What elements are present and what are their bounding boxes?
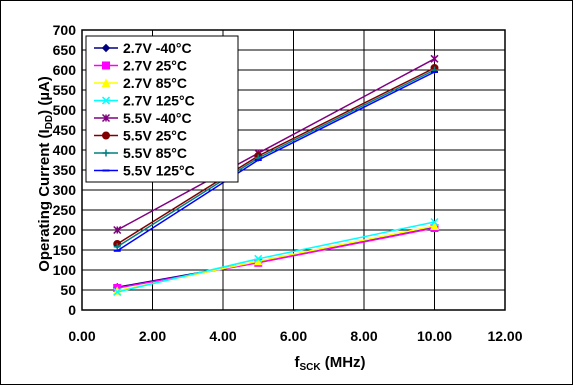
y-axis-title: Operating Current (IDD) (µA) [36,76,55,272]
y-axis-title-suffix: ) (µA) [36,76,53,115]
data-point [254,254,263,263]
y-tick-label: 300 [53,182,77,198]
legend-item: 5.5V -40°C [94,110,192,126]
x-axis-title-sub: SCK [299,362,321,373]
x-tick-label: 2.00 [139,328,166,344]
series-7 [113,71,438,252]
legend-label: 2.7V 125°C [123,93,195,109]
y-tick-label: 650 [53,42,77,58]
legend-label: 5.5V 125°C [123,163,195,179]
x-tick-label: 0.00 [68,328,95,344]
legend-swatch-marker [101,78,111,87]
legend-swatch-marker [102,61,110,70]
y-axis-title-prefix: Operating Current (I [36,129,53,272]
y-tick-label: 700 [53,22,77,38]
series-layer [112,54,439,297]
data-point [113,225,122,235]
legend-swatch-marker [101,43,111,53]
data-point [430,217,439,227]
y-tick-label: 400 [53,142,77,158]
series-3 [113,217,439,297]
x-tick-label: 6.00 [280,328,307,344]
legend-item: 2.7V 25°C [94,58,187,74]
x-tick-label: 8.00 [350,328,377,344]
legend-item: 5.5V 25°C [94,128,187,144]
x-tick-label: 10.00 [417,328,452,344]
legend-item: 5.5V 85°C [94,145,187,161]
y-tick-label: 50 [60,282,76,298]
legend-label: 5.5V -40°C [123,110,192,126]
legend: 2.7V -40°C2.7V 25°C2.7V 85°C2.7V 125°C5.… [85,35,239,183]
legend-swatch-marker [101,113,111,123]
legend-item: 2.7V 85°C [94,75,187,91]
legend-label: 5.5V 85°C [123,145,187,161]
legend-label: 2.7V 25°C [123,58,187,74]
plot-area [81,29,506,311]
y-tick-label: 550 [53,82,77,98]
legend-swatch-marker [101,96,111,105]
legend-swatch-marker [102,131,110,140]
y-axis-title-sub: DD [44,115,55,129]
data-point [113,287,122,297]
legend-swatch-marker [102,149,110,157]
legend-item: 5.5V 125°C [94,163,195,179]
data-point [113,243,121,251]
y-tick-label: 100 [53,262,77,278]
data-point [430,221,439,230]
y-tick-label: 200 [53,222,77,238]
y-tick-label: 350 [53,162,77,178]
y-tick-label: 250 [53,202,77,218]
legend-label: 2.7V 85°C [123,75,187,91]
x-axis-title: fSCK (MHz) [294,354,365,373]
x-axis-title-base: f [294,354,300,371]
y-tick-label: 500 [53,102,77,118]
x-tick-label: 4.00 [209,328,236,344]
y-tick-label: 150 [53,242,77,258]
legend-label: 5.5V 25°C [123,128,187,144]
legend-box [85,35,239,183]
legend-label: 2.7V -40°C [123,40,192,56]
axis-layer: 0.00 2.00 4.00 6.00 8.00 10.00 12.00 0 50 100 150 2… [53,22,523,344]
legend-item: 2.7V -40°C [94,40,192,56]
x-tick-label: 12.00 [487,328,522,344]
y-tick-label: 450 [53,122,77,138]
legend-item: 2.7V 125°C [94,93,195,109]
y-tick-label: 0 [68,302,76,318]
x-axis-title-suffix: (MHz) [321,354,366,371]
data-point [430,54,439,63]
y-tick-label: 600 [53,62,77,78]
